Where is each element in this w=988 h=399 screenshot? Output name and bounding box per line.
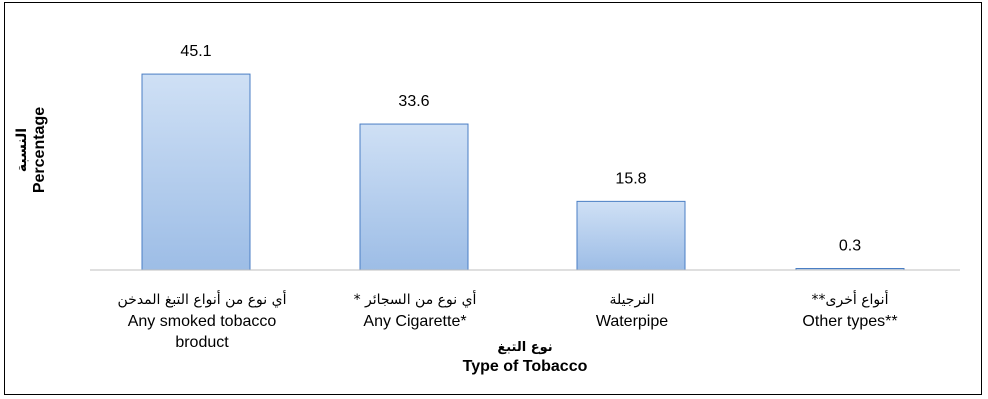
y-axis-title-arabic: النسبة	[14, 127, 30, 173]
category-label-english: Any Cigarette*	[363, 313, 467, 330]
bar-value-label: 0.3	[839, 238, 861, 255]
category-label-arabic: أي نوع من أنواع التبغ المدخن	[117, 292, 287, 308]
bar	[576, 200, 686, 271]
bar-value-label: 45.1	[180, 43, 211, 60]
category-label: أي نوع من أنواع التبغ المدخن Any smoked …	[82, 290, 322, 353]
x-axis-title: نوع التبغ Type of Tobacco	[400, 338, 650, 376]
category-label-arabic: النرجيلة	[609, 292, 655, 308]
bars-layer	[141, 73, 905, 271]
bar	[141, 73, 251, 271]
bar	[359, 123, 469, 271]
category-label: أنواع أخرى** Other types**	[730, 290, 970, 332]
y-axis-title: النسبة Percentage	[14, 70, 62, 250]
category-label-english: Any smoked tobacco	[127, 313, 277, 330]
bar-value-label: 33.6	[398, 93, 429, 110]
category-label-english: Waterpipe	[595, 313, 669, 330]
category-label-english-line2: broduct	[175, 334, 229, 351]
category-label-arabic: أي نوع من السجائر *	[353, 292, 477, 308]
value-labels-layer: 45.1 33.6 15.8 0.3	[180, 43, 861, 254]
category-label: أي نوع من السجائر * Any Cigarette*	[295, 290, 535, 332]
y-axis-title-english: Percentage	[31, 106, 48, 194]
category-label-english: Other types**	[802, 313, 898, 330]
category-label-arabic: أنواع أخرى**	[811, 292, 889, 308]
category-label: النرجيلة Waterpipe	[512, 290, 752, 332]
x-axis-title-english: Type of Tobacco	[462, 358, 588, 375]
bar-value-label: 15.8	[615, 170, 646, 187]
x-axis-title-arabic: نوع التبغ	[497, 340, 553, 355]
